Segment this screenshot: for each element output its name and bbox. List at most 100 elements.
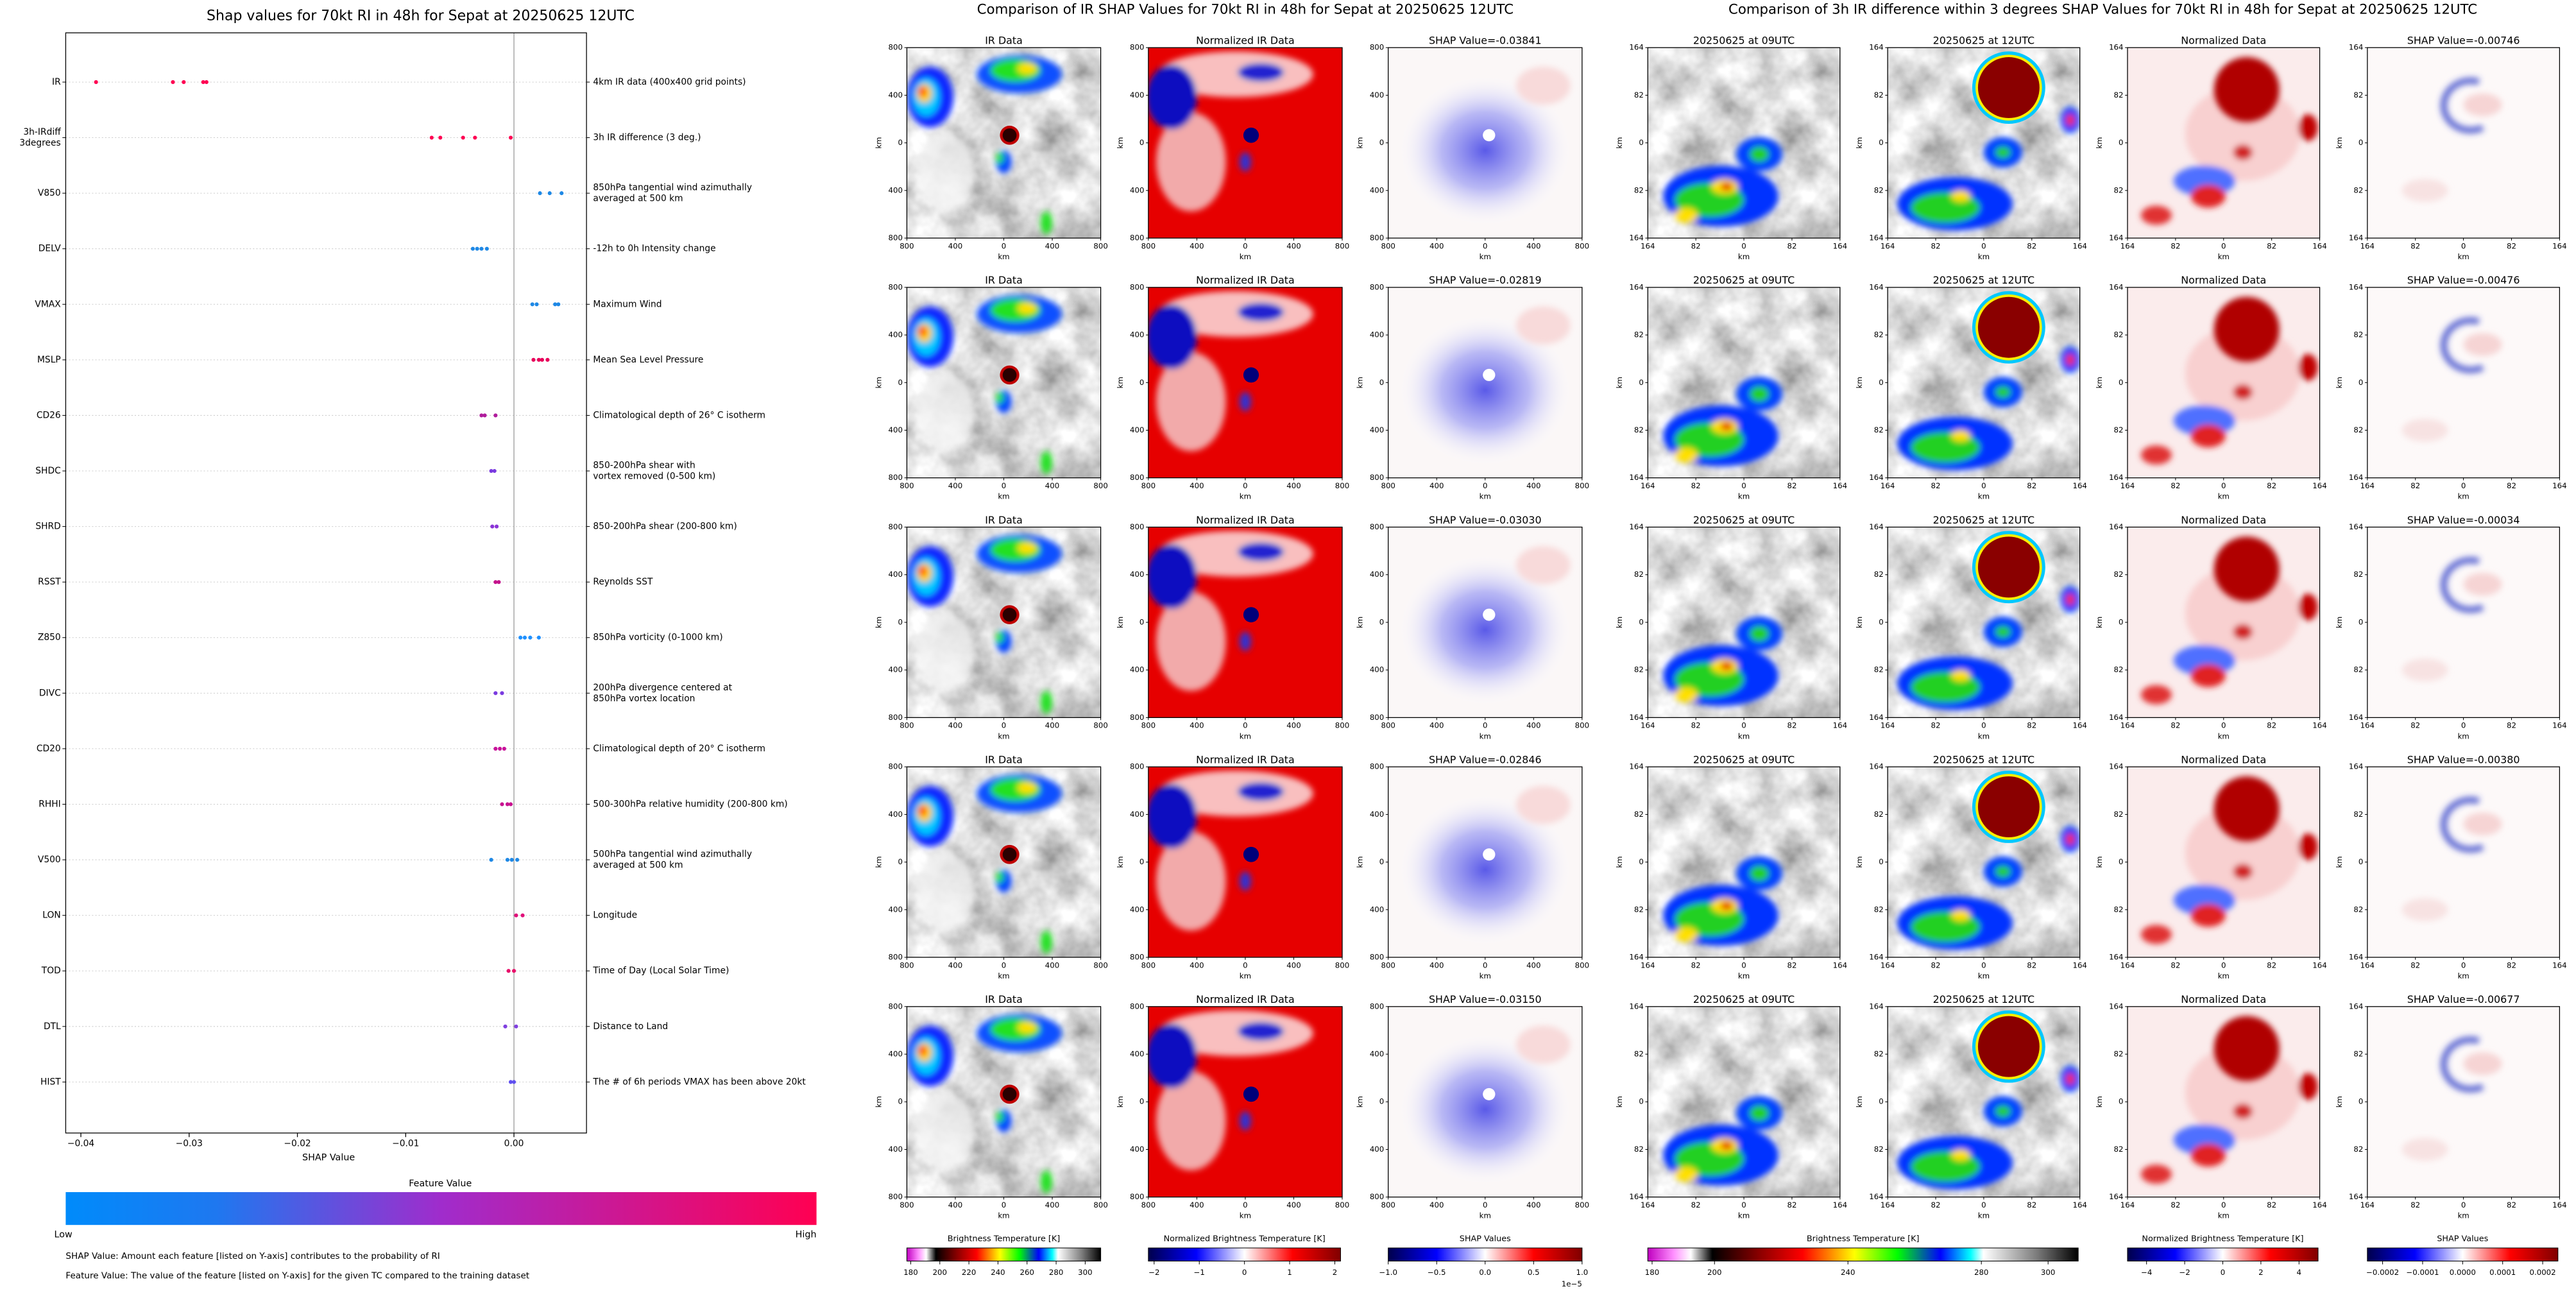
- x-tick-label: 0: [2461, 960, 2466, 969]
- image-panel: [1388, 767, 1582, 957]
- y-tick-label: 800: [1130, 234, 1144, 243]
- y-tick-label-line: V500: [38, 855, 61, 865]
- feature-description: Maximum Wind: [593, 299, 661, 309]
- colorbar-tick-label: −2: [1148, 1268, 1159, 1277]
- colorbar-tick-label: 240: [1841, 1268, 1855, 1277]
- x-axis-label: km: [1240, 1211, 1251, 1220]
- x-axis-label: km: [1978, 492, 1990, 501]
- y-tick-label: 0: [1639, 138, 1644, 147]
- image-panel: [1147, 527, 1342, 718]
- y-tick-label: 164: [2109, 522, 2123, 531]
- image-panel: [1147, 767, 1342, 957]
- y-tick-label: 82: [2353, 1145, 2363, 1154]
- feature-description: 850-200hPa shear with vortex removed (0-5…: [593, 461, 715, 482]
- point: [493, 413, 498, 418]
- point: [502, 746, 506, 751]
- x-tick-label: 82: [1787, 1200, 1796, 1209]
- y-axis-label: km: [1356, 137, 1365, 149]
- x-axis-label: km: [1480, 731, 1491, 740]
- y-tick-label: 0: [1379, 1097, 1385, 1106]
- x-tick-label: 82: [2507, 241, 2516, 250]
- colorbar-tick-label: −0.0002: [2366, 1268, 2399, 1277]
- colorbar-tick-label: 0.5: [1528, 1268, 1540, 1277]
- colorbar-tick-label: 180: [903, 1268, 917, 1277]
- y-tick-label: 164: [2349, 762, 2363, 771]
- y-tick-label: 0: [1879, 378, 1884, 387]
- colorbar-tick-label: −1: [1194, 1268, 1205, 1277]
- colorbar-tick-label: 200: [933, 1268, 947, 1277]
- feature-description: 500-300hPa relative humidity (200-800 km…: [593, 799, 787, 809]
- x-tick-label: 800: [1141, 721, 1156, 730]
- point: [534, 302, 539, 307]
- x-tick-label: 82: [1931, 241, 1941, 250]
- x-tick-label: 164: [2312, 1200, 2326, 1209]
- colorbar: [1388, 1247, 1583, 1262]
- image-panel: [2128, 47, 2320, 238]
- y-tick-label: V500: [38, 855, 61, 865]
- y-tick-label-line: V850: [38, 188, 61, 198]
- y-tick-label: 82: [1874, 1145, 1884, 1154]
- x-tick-label: 400: [1429, 241, 1444, 250]
- y-tick-label: 164: [2349, 1002, 2363, 1011]
- y-tick-label: DTL: [44, 1021, 61, 1032]
- x-tick-label: 800: [1141, 960, 1156, 969]
- x-axis-label: km: [1480, 1211, 1491, 1220]
- y-tick-label: 800: [889, 43, 903, 52]
- point: [473, 135, 477, 140]
- point: [509, 857, 514, 862]
- y-tick-label: 164: [1629, 1002, 1643, 1011]
- point: [171, 80, 175, 85]
- y-tick-label: 164: [1629, 522, 1643, 531]
- panel-title: Normalized IR Data: [1196, 753, 1295, 765]
- x-tick-label: 164: [1881, 1200, 1895, 1209]
- y-tick-label: V850: [38, 188, 61, 198]
- y-tick-label: 164: [2109, 282, 2123, 291]
- panel-title: Normalized IR Data: [1196, 34, 1295, 46]
- y-tick-label: 164: [1869, 762, 1883, 771]
- y-tick-label: 164: [1869, 1002, 1883, 1011]
- note: Feature Value: The value of the feature …: [65, 1271, 529, 1281]
- y-tick-label: 164: [2349, 713, 2363, 722]
- y-tick-label: SHDC: [35, 466, 60, 476]
- y-tick-label: 82: [2353, 1050, 2363, 1059]
- y-tick-label: 800: [1130, 1002, 1144, 1011]
- x-tick-label: 82: [1691, 721, 1701, 730]
- y-tick-label-line: IR: [52, 77, 61, 87]
- colorbar-offset: 1e−5: [1562, 1279, 1582, 1288]
- y-tick-label: 0: [898, 857, 903, 866]
- image-panel: [1888, 767, 2080, 957]
- colorbar-tick-label: 0.0: [1479, 1268, 1491, 1277]
- y-tick-label-line: 3degrees: [19, 138, 60, 148]
- x-tick-label: 0: [1981, 241, 1986, 250]
- image-panel: [2367, 1007, 2560, 1197]
- x-axis-label: km: [2218, 1211, 2230, 1220]
- x-tick-label: 82: [2267, 481, 2276, 490]
- feature-description-line: 850-200hPa shear (200-800 km): [593, 522, 737, 532]
- x-tick-label: 0: [2221, 481, 2226, 490]
- y-axis-label: km: [1356, 617, 1365, 628]
- feature-description: Reynolds SST: [593, 577, 653, 587]
- point: [508, 802, 513, 807]
- x-tick-label: 82: [2171, 1200, 2180, 1209]
- colorbar: [1647, 1247, 2079, 1262]
- y-tick-label: TOD: [41, 966, 61, 976]
- y-tick-label: 164: [2109, 953, 2123, 962]
- feature-colorbar: [65, 1192, 817, 1225]
- y-axis-label: km: [2335, 137, 2344, 149]
- x-tick-label: 400: [1045, 1200, 1059, 1209]
- x-tick-label: 800: [1093, 1200, 1107, 1209]
- x-tick-label: 82: [2027, 721, 2036, 730]
- y-tick-label: 400: [1370, 425, 1384, 434]
- x-axis-label: km: [1240, 971, 1251, 980]
- image-panel: [1648, 287, 1840, 478]
- feature-description: Mean Sea Level Pressure: [593, 355, 703, 365]
- y-axis-label: km: [2095, 617, 2104, 628]
- x-tick-label: 164: [2360, 1200, 2375, 1209]
- panel-title: Normalized IR Data: [1196, 514, 1295, 526]
- y-tick-label: 800: [1130, 1192, 1144, 1201]
- y-tick-label-line: DIVC: [39, 688, 61, 698]
- y-tick-label: 800: [889, 282, 903, 291]
- y-tick-label: 0: [2358, 138, 2364, 147]
- y-tick-label: VMAX: [35, 299, 61, 309]
